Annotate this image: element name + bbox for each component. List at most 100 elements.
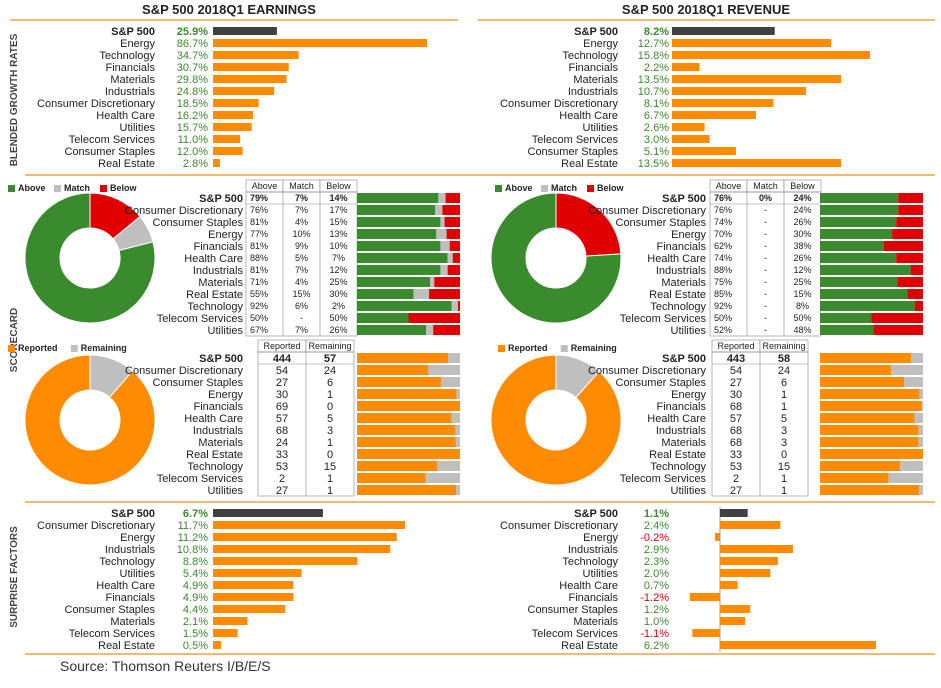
revenue-scorecard-cell-2-0: 74% [714,217,732,227]
revenue-scorecard-cell-3-2: 30% [793,229,811,239]
earnings-reported-bar-remaining-3 [456,389,460,399]
chart-marks-layer: S&P 500 25.9% Energy 86.7% Technology 34.7% Fi… [8,26,923,652]
earnings-growth-bar-3 [213,63,289,71]
revenue-growth-label-11: Real Estate [561,158,618,170]
revenue-surprise-label-10: Telecom Services [532,628,619,640]
earnings-reported-bar-remaining-11 [456,485,460,495]
earnings-scorecard-legend-label-0: Above [18,183,46,193]
earnings-surprise-label-5: Utilities [120,568,156,580]
earnings-reported-label-4: Financials [193,401,243,413]
revenue-reported-reported-6: 68 [730,425,742,437]
earnings-scorecard-cell-9-2: 2% [332,301,345,311]
revenue-reported-legend-swatch-0 [498,345,505,352]
earnings-scorecard-legend-swatch-0 [8,185,15,192]
revenue-scorecard-bar-below-8 [907,289,923,299]
earnings-growth-bar-4 [213,75,287,83]
earnings-scorecard-bar-below-11 [433,325,460,335]
revenue-growth-value-5: 10.7% [638,86,669,98]
revenue-scorecard-bar-above-11 [820,325,874,335]
revenue-scorecard-label-11: Utilities [671,325,707,337]
revenue-reported-reported-3: 30 [730,389,742,401]
earnings-growth-label-6: Consumer Discretionary [37,98,155,110]
revenue-scorecard-cell-3-1: - [764,229,767,239]
revenue-growth-bar-3 [672,63,700,71]
revenue-reported-bar-remaining-3 [919,389,923,399]
revenue-reported-reported-8: 33 [730,449,742,461]
revenue-scorecard-cell-0-0: 76% [714,193,732,203]
earnings-reported-label-9: Technology [187,461,243,473]
revenue-reported-label-4: Financials [656,401,706,413]
earnings-scorecard-bar-match-1 [435,205,443,215]
earnings-surprise-value-9: 2.1% [183,616,208,628]
revenue-scorecard-cell-3-0: 70% [714,229,732,239]
earnings-scorecard-bar-above-1 [357,205,436,215]
revenue-reported-label-2: Consumer Staples [616,377,707,389]
earnings-reported-reported-2: 27 [276,377,288,389]
earnings-reported-remaining-4: 0 [327,401,333,413]
earnings-scorecard-header-0: Above [252,181,278,191]
earnings-reported-reported-8: 33 [276,449,288,461]
earnings-reported-bar-remaining-5 [451,413,460,423]
earnings-reported-bar-remaining-10 [425,473,460,483]
surprise-side-label: SURPRISE FACTORS [9,526,20,628]
earnings-scorecard-cell-10-1: - [300,313,303,323]
revenue-scorecard-cell-5-0: 74% [714,253,732,263]
earnings-scorecard-label-9: Technology [187,301,243,313]
revenue-surprise-label-8: Consumer Staples [528,604,619,616]
revenue-scorecard-label-9: Technology [650,301,706,313]
revenue-reported-bar-remaining-0 [911,353,923,363]
earnings-reported-reported-11: 27 [276,485,288,497]
revenue-scorecard-cell-9-0: 92% [714,301,732,311]
revenue-surprise-label-4: Technology [562,556,618,568]
earnings-scorecard-header-2: Below [326,181,351,191]
revenue-scorecard-bar-above-7 [820,277,898,287]
earnings-scorecard-bar-above-11 [357,325,427,335]
revenue-scorecard-bar-below-7 [897,277,923,287]
earnings-reported-remaining-7: 1 [327,437,333,449]
earnings-reported-bar-remaining-1 [428,365,460,375]
earnings-reported-label-10: Telecom Services [157,473,244,485]
earnings-scorecard-bar-match-0 [438,193,446,203]
revenue-scorecard-cell-1-2: 24% [793,205,811,215]
earnings-scorecard-cell-3-2: 13% [329,229,347,239]
revenue-scorecard-legend-label-1: Match [551,183,577,193]
revenue-scorecard-label-8: Real Estate [649,289,706,301]
revenue-scorecard-donut-slice-2 [555,192,622,257]
revenue-growth-label-10: Consumer Staples [528,146,619,158]
revenue-growth-label-7: Health Care [559,110,618,122]
revenue-growth-bar-0 [672,27,775,35]
revenue-reported-bar-remaining-10 [888,473,923,483]
revenue-scorecard-cell-10-1: - [764,313,767,323]
earnings-growth-value-6: 18.5% [177,98,208,110]
earnings-reported-reported-4: 69 [276,401,288,413]
earnings-scorecard-cell-2-1: 4% [295,217,308,227]
revenue-surprise-label-9: Materials [573,616,618,628]
revenue-scorecard-donut-slice-0 [490,192,622,324]
revenue-scorecard-cell-0-1: 0% [759,193,772,203]
revenue-reported-bar-reported-3 [820,389,920,399]
revenue-scorecard-cell-9-2: 8% [796,301,809,311]
revenue-scorecard-cell-6-0: 88% [714,265,732,275]
revenue-reported-bar-remaining-1 [891,365,923,375]
earnings-scorecard-bar-above-4 [357,241,441,251]
revenue-scorecard-bar-above-4 [820,241,884,251]
earnings-surprise-label-4: Technology [99,556,155,568]
earnings-scorecard-bar-below-8 [429,289,460,299]
revenue-growth-bar-9 [672,135,710,143]
revenue-scorecard-cell-5-2: 26% [793,253,811,263]
revenue-reported-label-8: Real Estate [649,449,706,461]
revenue-growth-value-3: 2.2% [644,62,669,74]
revenue-scorecard-cell-1-0: 76% [714,205,732,215]
revenue-reported-remaining-3: 1 [781,389,787,401]
revenue-scorecard-header-1: Match [753,181,778,191]
earnings-scorecard-cell-6-1: 7% [295,265,308,275]
revenue-scorecard-bar-above-6 [820,265,911,275]
revenue-title: S&P 500 2018Q1 REVENUE [622,2,790,17]
revenue-scorecard-label-3: Energy [671,229,706,241]
earnings-reported-label-7: Materials [198,437,243,449]
revenue-scorecard-label-5: Health Care [647,253,706,265]
earnings-scorecard-cell-7-0: 71% [250,277,268,287]
revenue-reported-label-1: Consumer Discretionary [588,365,706,377]
revenue-surprise-value-6: 0.7% [644,580,669,592]
earnings-reported-label-5: Health Care [184,413,243,425]
